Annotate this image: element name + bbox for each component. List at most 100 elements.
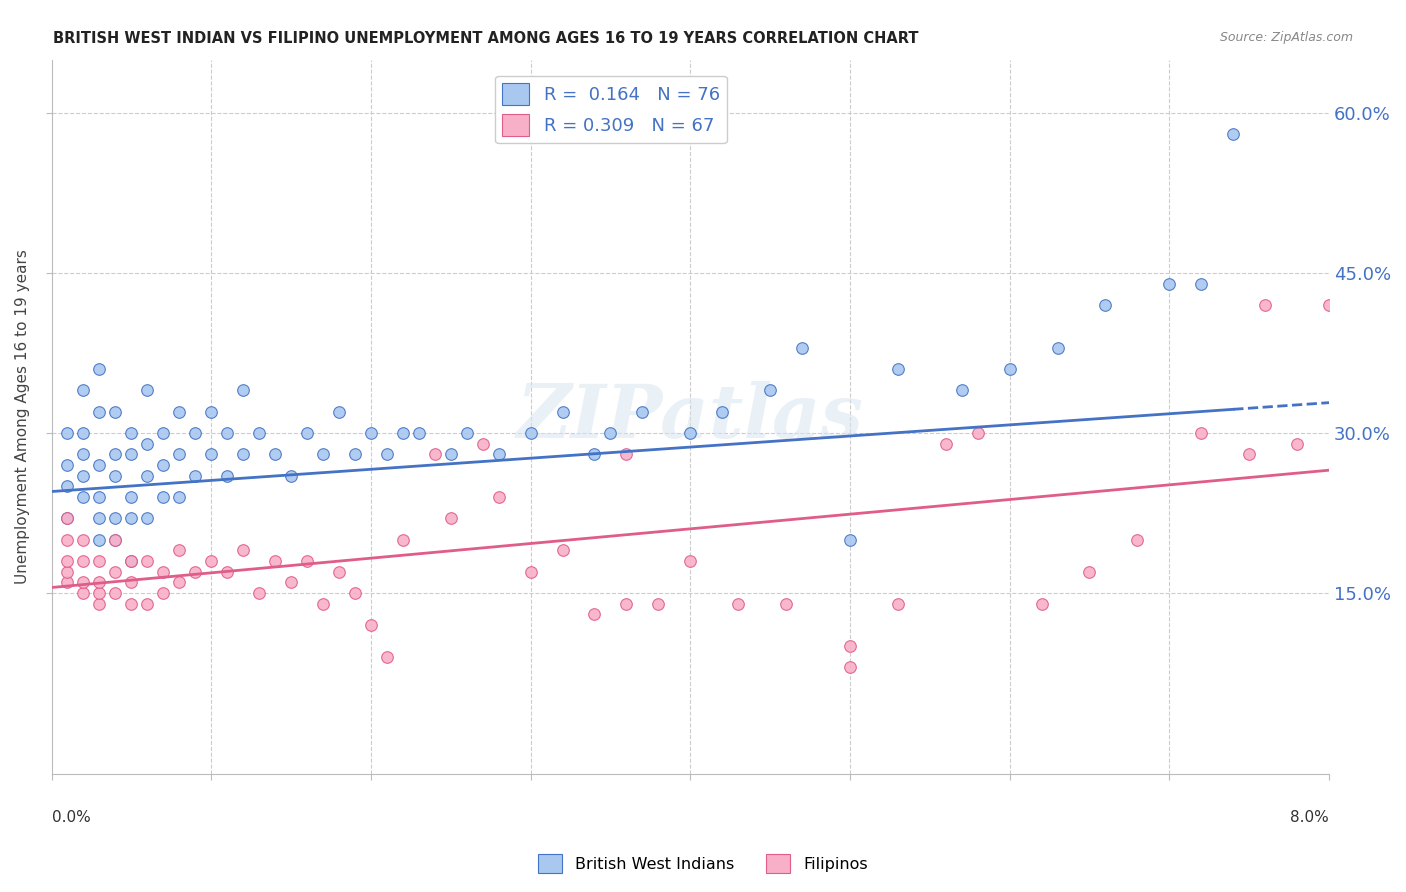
Point	[343, 586, 366, 600]
Point	[759, 383, 782, 397]
Point	[56, 479, 79, 493]
Point	[120, 425, 142, 440]
Point	[935, 436, 957, 450]
Point	[583, 607, 606, 622]
Point	[232, 447, 254, 461]
Point	[247, 586, 270, 600]
Point	[169, 490, 191, 504]
Point	[966, 425, 988, 440]
Point	[120, 447, 142, 461]
Point	[72, 575, 94, 590]
Point	[104, 404, 127, 418]
Point	[152, 425, 174, 440]
Point	[136, 554, 159, 568]
Point	[152, 458, 174, 472]
Point	[839, 660, 862, 674]
Point	[72, 533, 94, 547]
Point	[360, 425, 382, 440]
Point	[471, 436, 494, 450]
Point	[89, 458, 111, 472]
Point	[169, 447, 191, 461]
Point	[727, 597, 749, 611]
Y-axis label: Unemployment Among Ages 16 to 19 years: Unemployment Among Ages 16 to 19 years	[15, 250, 30, 584]
Point	[599, 425, 621, 440]
Point	[264, 447, 287, 461]
Point	[120, 554, 142, 568]
Point	[152, 565, 174, 579]
Point	[1126, 533, 1149, 547]
Point	[247, 425, 270, 440]
Point	[89, 511, 111, 525]
Point	[184, 468, 207, 483]
Point	[89, 597, 111, 611]
Point	[295, 554, 318, 568]
Point	[392, 425, 415, 440]
Point	[120, 575, 142, 590]
Point	[120, 554, 142, 568]
Point	[264, 554, 287, 568]
Text: ZIPatlas: ZIPatlas	[517, 381, 863, 453]
Point	[790, 341, 813, 355]
Point	[328, 565, 350, 579]
Point	[312, 597, 335, 611]
Point	[72, 447, 94, 461]
Point	[104, 565, 127, 579]
Point	[950, 383, 973, 397]
Text: Source: ZipAtlas.com: Source: ZipAtlas.com	[1219, 31, 1353, 45]
Point	[217, 425, 239, 440]
Point	[56, 554, 79, 568]
Point	[679, 425, 702, 440]
Point	[1094, 298, 1116, 312]
Text: 8.0%: 8.0%	[1291, 810, 1329, 825]
Point	[998, 362, 1021, 376]
Point	[184, 425, 207, 440]
Point	[631, 404, 654, 418]
Point	[104, 447, 127, 461]
Point	[89, 490, 111, 504]
Point	[72, 468, 94, 483]
Point	[423, 447, 446, 461]
Point	[72, 425, 94, 440]
Point	[1189, 425, 1212, 440]
Point	[232, 383, 254, 397]
Point	[169, 543, 191, 558]
Point	[120, 490, 142, 504]
Point	[775, 597, 797, 611]
Point	[200, 447, 222, 461]
Text: 0.0%: 0.0%	[52, 810, 90, 825]
Point	[583, 447, 606, 461]
Point	[56, 425, 79, 440]
Point	[440, 511, 463, 525]
Point	[104, 511, 127, 525]
Point	[1222, 128, 1244, 142]
Point	[200, 404, 222, 418]
Point	[120, 597, 142, 611]
Point	[169, 575, 191, 590]
Point	[328, 404, 350, 418]
Point	[217, 565, 239, 579]
Point	[1254, 298, 1277, 312]
Point	[56, 458, 79, 472]
Point	[89, 362, 111, 376]
Point	[839, 533, 862, 547]
Point	[56, 565, 79, 579]
Point	[551, 404, 574, 418]
Point	[72, 586, 94, 600]
Point	[343, 447, 366, 461]
Point	[120, 511, 142, 525]
Point	[136, 436, 159, 450]
Legend: British West Indians, Filipinos: British West Indians, Filipinos	[531, 847, 875, 880]
Point	[56, 575, 79, 590]
Point	[551, 543, 574, 558]
Point	[456, 425, 478, 440]
Point	[136, 597, 159, 611]
Point	[488, 447, 510, 461]
Point	[647, 597, 669, 611]
Point	[104, 533, 127, 547]
Point	[1031, 597, 1053, 611]
Point	[104, 586, 127, 600]
Point	[217, 468, 239, 483]
Point	[152, 490, 174, 504]
Point	[89, 533, 111, 547]
Legend: R =  0.164   N = 76, R = 0.309   N = 67: R = 0.164 N = 76, R = 0.309 N = 67	[495, 76, 727, 144]
